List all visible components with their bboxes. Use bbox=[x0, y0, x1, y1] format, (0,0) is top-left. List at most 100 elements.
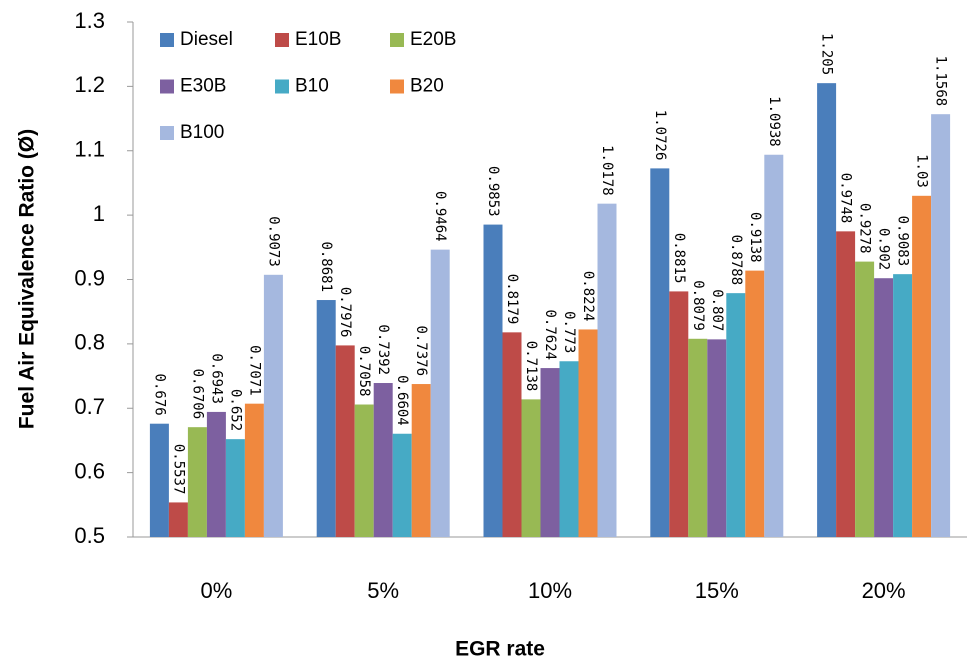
y-tick-label: 0.6 bbox=[74, 458, 105, 483]
y-tick-label: 0.9 bbox=[74, 265, 105, 290]
y-tick-label: 1.1 bbox=[74, 137, 105, 162]
x-tick-label: 0% bbox=[201, 578, 233, 603]
legend-swatch bbox=[275, 33, 289, 47]
bar bbox=[912, 195, 932, 537]
x-tick-label: 20% bbox=[862, 578, 906, 603]
bar bbox=[650, 168, 670, 538]
bar bbox=[540, 368, 560, 537]
bar bbox=[688, 338, 708, 537]
value-label: 0.7376 bbox=[413, 325, 429, 376]
value-label: 0.6604 bbox=[394, 375, 410, 426]
value-label: 0.9073 bbox=[265, 216, 281, 267]
value-label: 0.8224 bbox=[580, 271, 596, 322]
value-label: 0.6943 bbox=[208, 353, 224, 404]
bar bbox=[764, 154, 784, 537]
x-axis-title: EGR rate bbox=[455, 638, 545, 661]
y-tick-label: 0.8 bbox=[74, 330, 105, 355]
legend-swatch bbox=[390, 33, 404, 47]
value-label: 0.8788 bbox=[728, 235, 744, 286]
value-label: 0.8815 bbox=[671, 233, 687, 284]
value-label: 0.9748 bbox=[838, 173, 854, 224]
value-label: 0.8079 bbox=[690, 280, 706, 331]
bar bbox=[373, 383, 393, 537]
bar bbox=[745, 270, 765, 537]
value-label: 0.773 bbox=[561, 311, 577, 353]
bar bbox=[411, 384, 431, 537]
value-label: 0.7071 bbox=[246, 345, 262, 396]
y-tick-label: 1 bbox=[93, 201, 105, 226]
value-label: 1.1568 bbox=[933, 56, 949, 107]
y-tick-label: 0.7 bbox=[74, 394, 105, 419]
bar bbox=[559, 361, 579, 537]
bar bbox=[726, 293, 746, 537]
bar bbox=[893, 274, 913, 537]
legend-swatch bbox=[275, 79, 289, 94]
bar bbox=[578, 329, 598, 537]
value-label: 0.652 bbox=[227, 389, 243, 431]
value-label: 0.902 bbox=[876, 228, 892, 270]
x-tick-label: 15% bbox=[695, 578, 739, 603]
value-label: 0.6706 bbox=[189, 369, 205, 420]
value-label: 0.7058 bbox=[356, 346, 372, 397]
y-tick-label: 1.2 bbox=[74, 72, 105, 97]
x-tick-label: 10% bbox=[528, 578, 572, 603]
bar bbox=[855, 261, 875, 537]
legend-swatch bbox=[160, 126, 174, 140]
legend-swatch bbox=[160, 33, 174, 47]
value-label: 1.03 bbox=[914, 154, 930, 188]
legend-label: B10 bbox=[295, 76, 329, 97]
bar bbox=[244, 403, 264, 537]
bar bbox=[335, 345, 355, 537]
bar bbox=[817, 83, 837, 537]
legend-label: B100 bbox=[180, 122, 224, 143]
bar bbox=[392, 433, 412, 537]
bar bbox=[187, 427, 207, 537]
value-label: 0.9138 bbox=[747, 212, 763, 263]
value-label: 0.9278 bbox=[857, 203, 873, 254]
value-label: 0.7976 bbox=[337, 287, 353, 338]
bar bbox=[521, 399, 541, 537]
bar bbox=[168, 502, 188, 537]
bar bbox=[707, 339, 727, 537]
legend-label: Diesel bbox=[180, 29, 233, 50]
value-label: 1.205 bbox=[819, 33, 835, 75]
value-label: 0.9083 bbox=[895, 216, 911, 267]
bar bbox=[836, 231, 856, 537]
value-label: 0.7392 bbox=[375, 324, 391, 375]
bar bbox=[502, 332, 522, 537]
value-label: 0.807 bbox=[709, 289, 725, 331]
legend-label: E20B bbox=[410, 29, 456, 50]
bar bbox=[354, 404, 374, 537]
legend-label: E10B bbox=[295, 29, 341, 50]
value-label: 0.7138 bbox=[523, 341, 539, 392]
y-tick-label: 0.5 bbox=[74, 523, 105, 548]
y-axis-title: Fuel Air Equivalence Ratio (Ø) bbox=[16, 129, 39, 429]
bar bbox=[149, 423, 169, 537]
bar bbox=[206, 411, 226, 537]
value-label: 0.9853 bbox=[485, 166, 501, 217]
value-label: 0.5537 bbox=[170, 444, 186, 495]
bar bbox=[430, 249, 450, 537]
legend-swatch bbox=[160, 79, 174, 94]
value-label: 0.676 bbox=[151, 374, 167, 416]
value-label: 0.8179 bbox=[504, 274, 520, 325]
y-tick-label: 1.3 bbox=[74, 8, 105, 33]
bar bbox=[225, 439, 245, 537]
value-label: 1.0178 bbox=[599, 145, 615, 196]
x-tick-label: 5% bbox=[367, 578, 399, 603]
bar bbox=[597, 203, 617, 537]
bar bbox=[316, 300, 336, 537]
value-label: 1.0938 bbox=[766, 96, 782, 147]
bar bbox=[931, 114, 951, 537]
bar bbox=[874, 278, 894, 537]
bar bbox=[263, 274, 283, 537]
bar bbox=[483, 224, 503, 537]
legend-label: B20 bbox=[410, 76, 444, 97]
value-label: 0.7624 bbox=[542, 310, 558, 361]
bar bbox=[669, 291, 689, 537]
legend-label: E30B bbox=[180, 76, 226, 97]
legend-swatch bbox=[390, 79, 404, 94]
value-label: 0.8681 bbox=[318, 241, 334, 292]
value-label: 1.0726 bbox=[652, 110, 668, 161]
